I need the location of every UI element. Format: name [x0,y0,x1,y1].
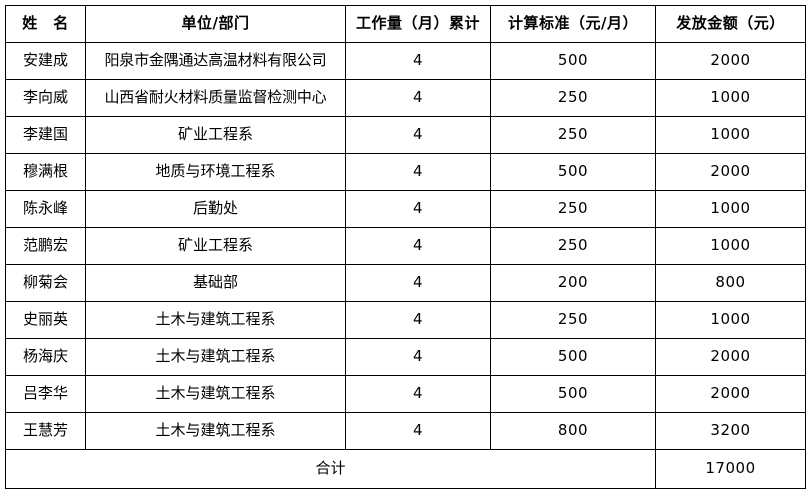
header-row: 姓 名 单位/部门 工作量（月）累计 计算标准（元/月） 发放金额（元） [5,5,806,43]
total-label: 合计 [5,449,656,489]
table-body: 安建成 阳泉市金隅通达高温材料有限公司 4 500 2000 李向威 山西省耐火… [5,42,806,489]
table-row: 李向威 山西省耐火材料质量监督检测中心 4 250 1000 [5,79,806,117]
table-row: 范鹏宏 矿业工程系 4 250 1000 [5,227,806,265]
cell-workload: 4 [345,338,491,376]
cell-amount: 2000 [655,338,806,376]
cell-name: 吕李华 [5,375,86,413]
cell-standard: 200 [490,264,656,302]
cell-standard: 250 [490,79,656,117]
cell-workload: 4 [345,264,491,302]
table-row: 柳菊会 基础部 4 200 800 [5,264,806,302]
table-row: 史丽英 土木与建筑工程系 4 250 1000 [5,301,806,339]
table-row: 穆满根 地质与环境工程系 4 500 2000 [5,153,806,191]
cell-name: 范鹏宏 [5,227,86,265]
cell-standard: 500 [490,153,656,191]
cell-workload: 4 [345,227,491,265]
cell-unit: 土木与建筑工程系 [85,375,346,413]
table-row: 安建成 阳泉市金隅通达高温材料有限公司 4 500 2000 [5,42,806,80]
cell-standard: 800 [490,412,656,450]
cell-unit: 阳泉市金隅通达高温材料有限公司 [85,42,346,80]
column-header-amount: 发放金额（元） [655,5,806,43]
cell-unit: 基础部 [85,264,346,302]
cell-workload: 4 [345,301,491,339]
table-header: 姓 名 单位/部门 工作量（月）累计 计算标准（元/月） 发放金额（元） [5,5,806,43]
cell-workload: 4 [345,153,491,191]
table-row: 吕李华 土木与建筑工程系 4 500 2000 [5,375,806,413]
cell-standard: 500 [490,338,656,376]
cell-workload: 4 [345,116,491,154]
cell-amount: 1000 [655,301,806,339]
cell-unit: 矿业工程系 [85,227,346,265]
cell-unit: 地质与环境工程系 [85,153,346,191]
cell-standard: 250 [490,190,656,228]
column-header-name: 姓 名 [5,5,86,43]
column-header-workload: 工作量（月）累计 [345,5,491,43]
cell-amount: 1000 [655,227,806,265]
cell-workload: 4 [345,190,491,228]
cell-amount: 2000 [655,42,806,80]
document-canvas: 姓 名 单位/部门 工作量（月）累计 计算标准（元/月） 发放金额（元） 安建成… [5,5,806,489]
cell-amount: 1000 [655,190,806,228]
cell-amount: 1000 [655,116,806,154]
cell-name: 李向威 [5,79,86,117]
cell-unit: 土木与建筑工程系 [85,301,346,339]
cell-workload: 4 [345,375,491,413]
cell-standard: 250 [490,227,656,265]
table-row: 陈永峰 后勤处 4 250 1000 [5,190,806,228]
column-header-unit: 单位/部门 [85,5,346,43]
cell-unit: 后勤处 [85,190,346,228]
cell-name: 穆满根 [5,153,86,191]
cell-standard: 250 [490,116,656,154]
column-header-standard: 计算标准（元/月） [490,5,656,43]
cell-name: 王慧芳 [5,412,86,450]
cell-unit: 土木与建筑工程系 [85,338,346,376]
cell-workload: 4 [345,79,491,117]
cell-amount: 2000 [655,153,806,191]
total-row: 合计 17000 [5,449,806,489]
cell-workload: 4 [345,42,491,80]
cell-unit: 矿业工程系 [85,116,346,154]
table-row: 杨海庆 土木与建筑工程系 4 500 2000 [5,338,806,376]
cell-name: 杨海庆 [5,338,86,376]
payment-table: 姓 名 单位/部门 工作量（月）累计 计算标准（元/月） 发放金额（元） 安建成… [5,5,806,489]
cell-amount: 3200 [655,412,806,450]
cell-standard: 500 [490,375,656,413]
table-row: 王慧芳 土木与建筑工程系 4 800 3200 [5,412,806,450]
cell-standard: 500 [490,42,656,80]
cell-name: 史丽英 [5,301,86,339]
cell-amount: 800 [655,264,806,302]
cell-unit: 山西省耐火材料质量监督检测中心 [85,79,346,117]
table-row: 李建国 矿业工程系 4 250 1000 [5,116,806,154]
cell-name: 安建成 [5,42,86,80]
cell-amount: 2000 [655,375,806,413]
cell-standard: 250 [490,301,656,339]
cell-workload: 4 [345,412,491,450]
cell-unit: 土木与建筑工程系 [85,412,346,450]
total-amount: 17000 [655,449,806,489]
cell-amount: 1000 [655,79,806,117]
cell-name: 柳菊会 [5,264,86,302]
cell-name: 李建国 [5,116,86,154]
cell-name: 陈永峰 [5,190,86,228]
